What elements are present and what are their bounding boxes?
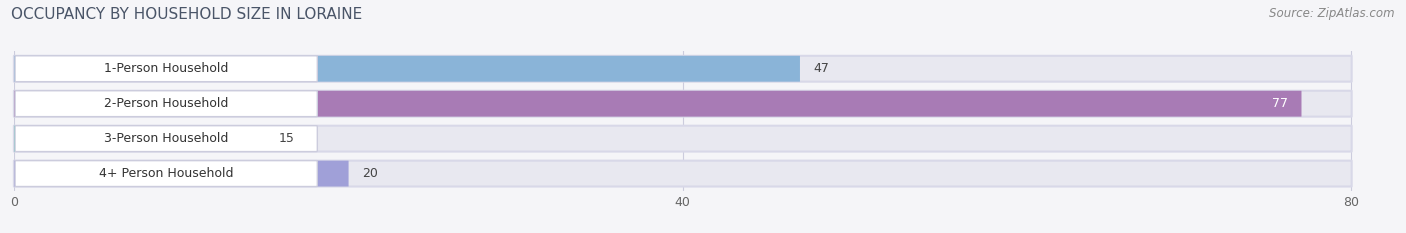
Text: 3-Person Household: 3-Person Household: [104, 132, 228, 145]
Text: 4+ Person Household: 4+ Person Household: [98, 167, 233, 180]
FancyBboxPatch shape: [14, 56, 1351, 82]
Text: Source: ZipAtlas.com: Source: ZipAtlas.com: [1270, 7, 1395, 20]
FancyBboxPatch shape: [14, 126, 1351, 152]
Text: 15: 15: [278, 132, 294, 145]
FancyBboxPatch shape: [15, 161, 318, 187]
Text: 77: 77: [1272, 97, 1288, 110]
FancyBboxPatch shape: [14, 91, 1351, 116]
FancyBboxPatch shape: [14, 161, 349, 187]
Text: 2-Person Household: 2-Person Household: [104, 97, 228, 110]
Text: 20: 20: [361, 167, 378, 180]
Text: 1-Person Household: 1-Person Household: [104, 62, 228, 75]
FancyBboxPatch shape: [14, 91, 1302, 116]
FancyBboxPatch shape: [14, 161, 1351, 187]
FancyBboxPatch shape: [14, 126, 264, 152]
FancyBboxPatch shape: [15, 126, 318, 152]
Text: 47: 47: [813, 62, 830, 75]
FancyBboxPatch shape: [15, 56, 318, 82]
FancyBboxPatch shape: [15, 91, 318, 116]
Text: OCCUPANCY BY HOUSEHOLD SIZE IN LORAINE: OCCUPANCY BY HOUSEHOLD SIZE IN LORAINE: [11, 7, 363, 22]
FancyBboxPatch shape: [14, 56, 800, 82]
